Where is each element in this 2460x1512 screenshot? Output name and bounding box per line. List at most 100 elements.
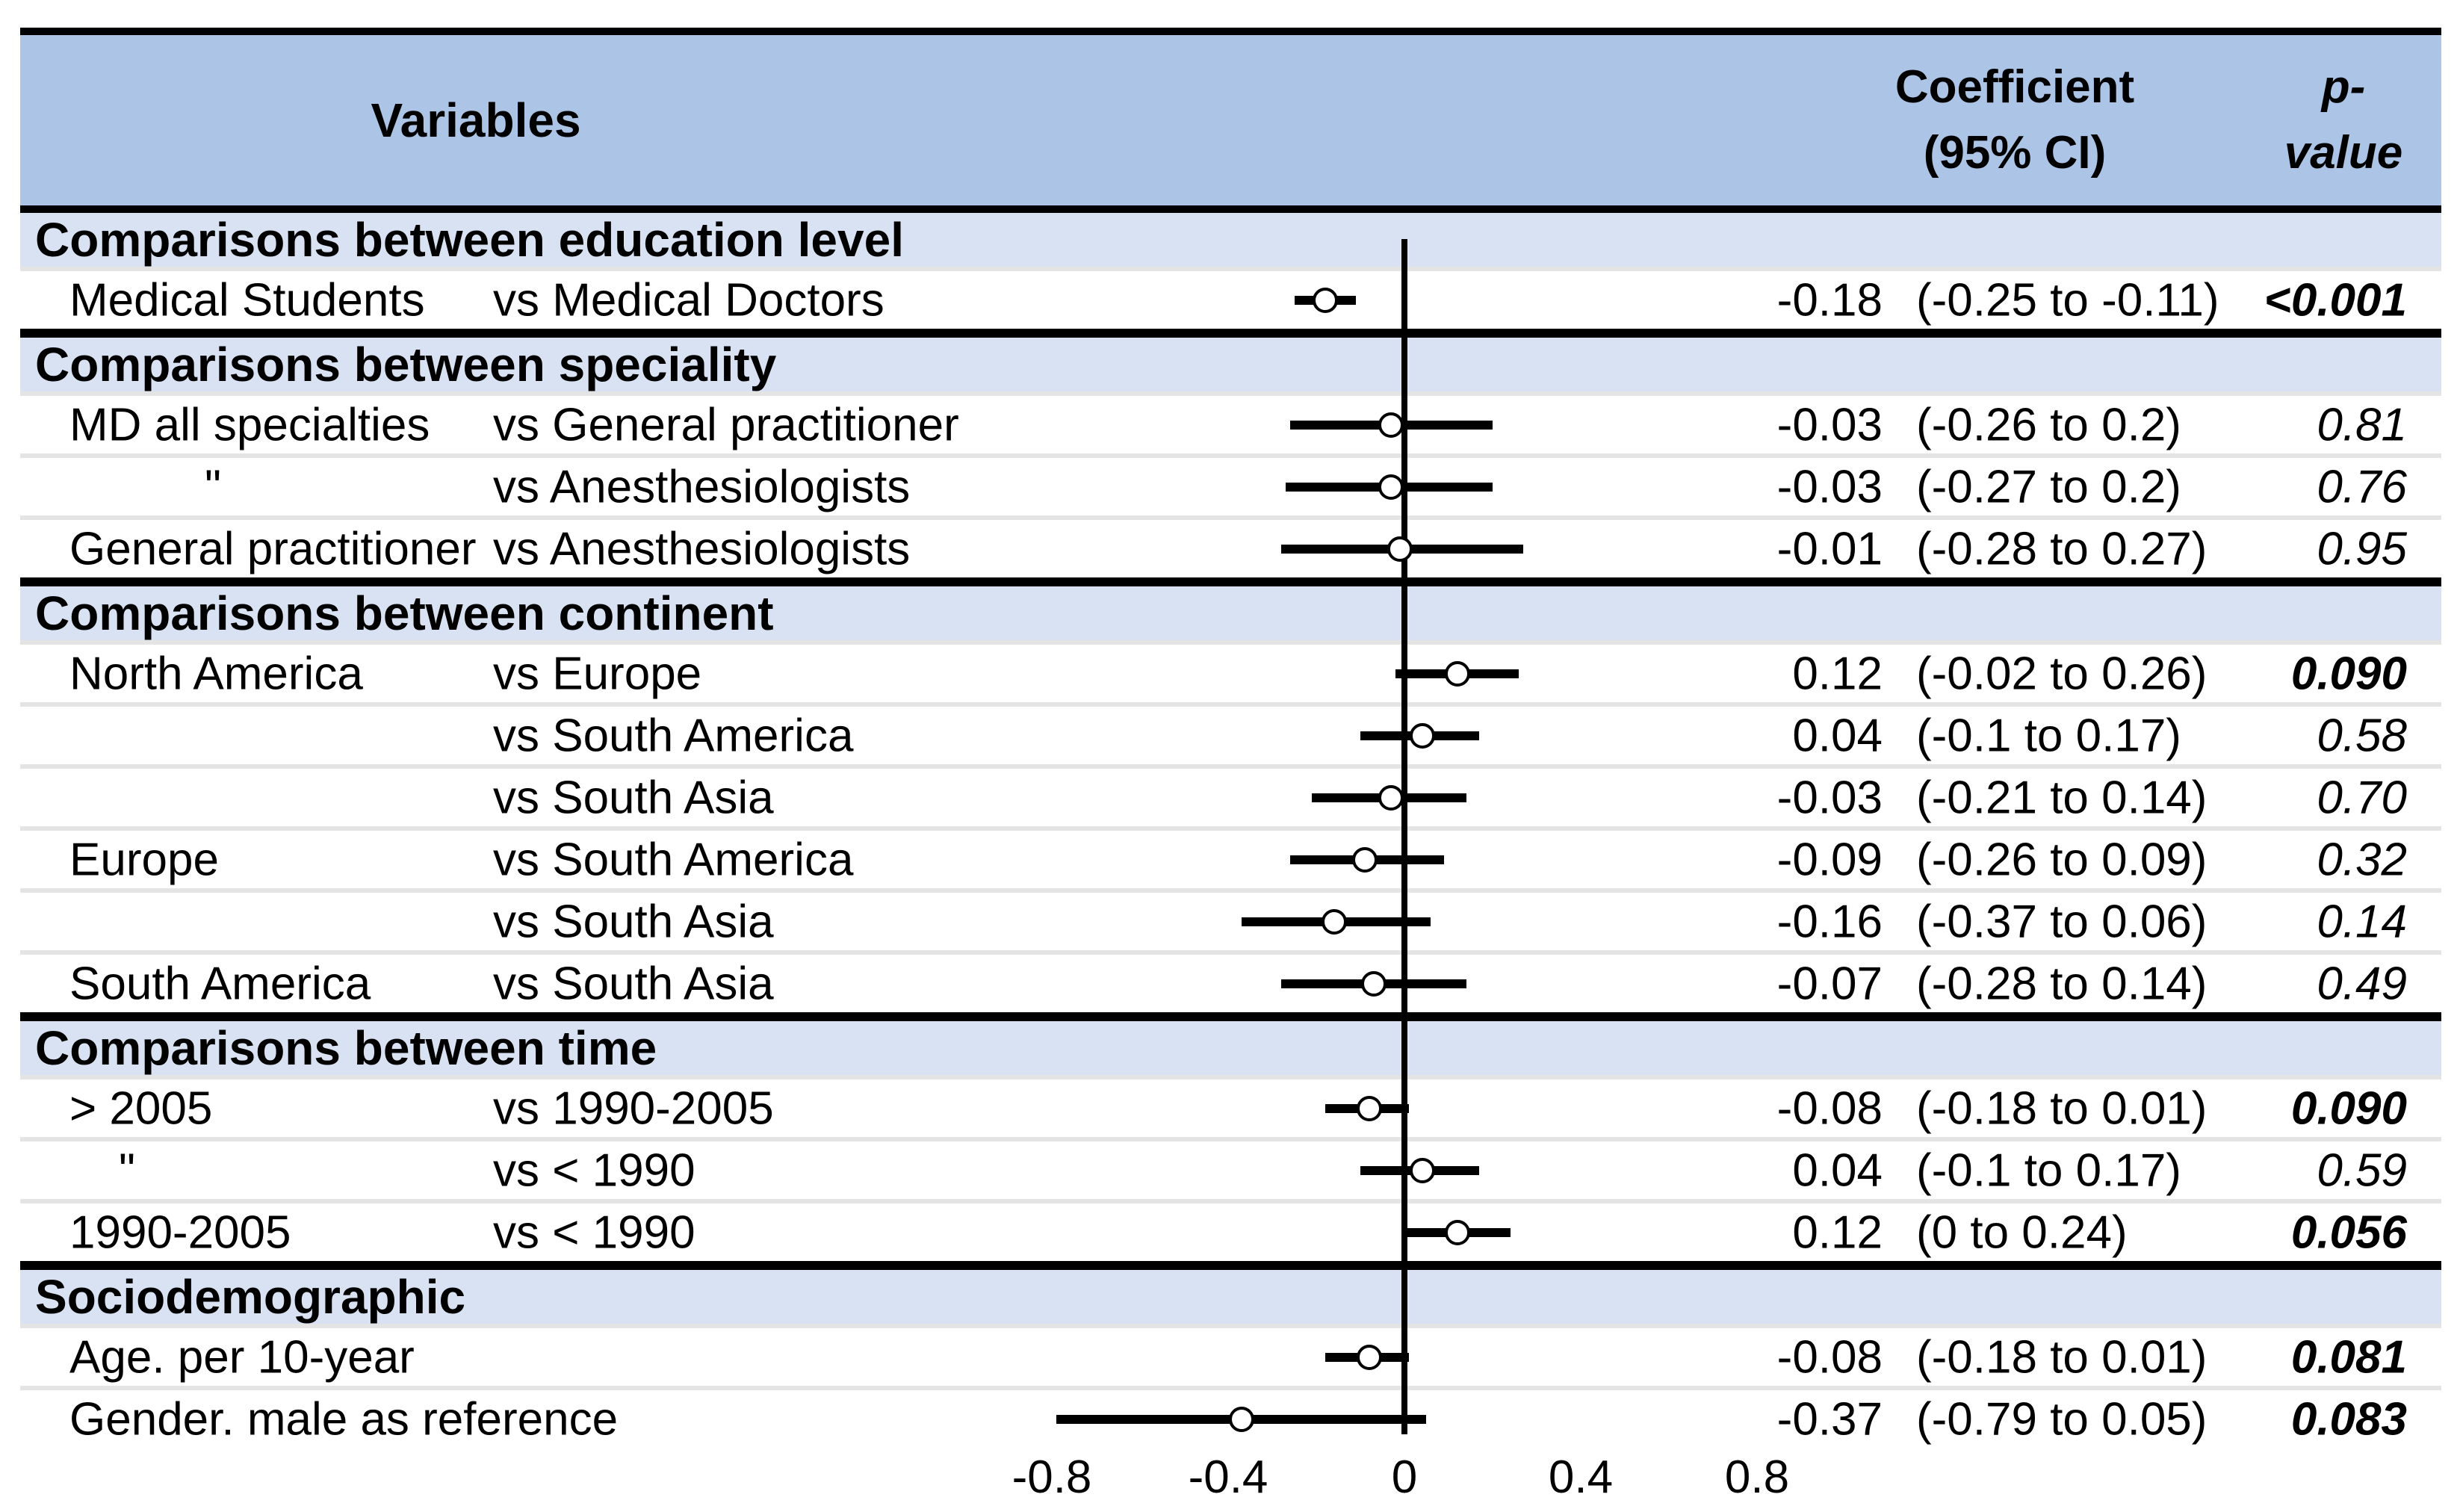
table-row: Gender. male as reference -0.37 (-0.79 to …: [20, 1386, 2441, 1448]
table-row: vs South Asia -0.03 (-0.21 to 0.14) 0.70: [20, 764, 2441, 826]
point-marker: [1409, 1157, 1435, 1183]
ci-range: (-0.02 to 0.26): [1916, 648, 2208, 699]
group-label: MD all specialties: [69, 399, 430, 450]
comparison-label: vs South America: [493, 834, 854, 885]
comparison-label: vs South Asia: [493, 958, 774, 1009]
group-label: South America: [69, 958, 371, 1009]
coefficient-value: -0.03: [1776, 772, 1883, 823]
group-label: 1990-2005: [69, 1206, 291, 1258]
axis-tick-label: -0.8: [1011, 1451, 1092, 1503]
table-section: Sociodemographic Age. per 10-year -0.08 (-0…: [20, 1270, 2441, 1448]
coefficient-value: 0.12: [1792, 1206, 1883, 1258]
section-header: Comparisons between time: [20, 1021, 2441, 1075]
point-marker: [1356, 1344, 1382, 1370]
ci-range: (-0.1 to 0.17): [1916, 710, 2181, 761]
comparison-label: vs < 1990: [493, 1206, 695, 1258]
comparison-label: vs South Asia: [493, 896, 774, 947]
ci-range: (-0.28 to 0.14): [1916, 958, 2208, 1009]
table-top-rule: [20, 28, 2441, 35]
table-section: Comparisons between continent North Ameri…: [20, 586, 2441, 1021]
variables-column-header: Variables: [371, 93, 581, 147]
ci-range: (-0.26 to 0.2): [1916, 399, 2181, 450]
ci-range: (-0.26 to 0.09): [1916, 834, 2208, 885]
comparison-label: vs South Asia: [493, 772, 774, 823]
table-row: North America vs Europe 0.12 (-0.02 to 0.26…: [20, 640, 2441, 702]
p-value: 0.083: [2290, 1393, 2407, 1445]
point-marker: [1378, 412, 1404, 438]
comparison-label: vs Medical Doctors: [493, 274, 884, 326]
table-row: " vs < 1990 0.04 (-0.1 to 0.17) 0.59: [20, 1137, 2441, 1199]
section-header: Comparisons between education level: [20, 213, 2441, 267]
group-label: Medical Students: [69, 274, 425, 326]
table-section: Comparisons between speciality MD all spe…: [20, 338, 2441, 586]
section-header: Sociodemographic: [20, 1270, 2441, 1324]
ci-range: (-0.1 to 0.17): [1916, 1144, 2181, 1196]
group-label: ": [118, 1144, 136, 1196]
ci-range: (-0.79 to 0.05): [1916, 1393, 2208, 1445]
group-label: Europe: [69, 834, 219, 885]
p-value: 0.49: [2317, 958, 2407, 1009]
table-row: MD all specialties vs General practitione…: [20, 391, 2441, 453]
section-separator-rule: [20, 1012, 2441, 1021]
coefficient-value: -0.07: [1776, 958, 1883, 1009]
point-marker: [1378, 474, 1404, 500]
p-value: 0.056: [2290, 1206, 2407, 1258]
group-label: > 2005: [69, 1082, 213, 1134]
p-value: <0.001: [2264, 274, 2407, 326]
table-row: Age. per 10-year -0.08 (-0.18 to 0.01) 0.08…: [20, 1324, 2441, 1386]
point-marker: [1321, 908, 1347, 935]
point-marker: [1409, 722, 1435, 749]
coefficient-value: 0.04: [1792, 710, 1883, 761]
coefficient-value: 0.12: [1792, 648, 1883, 699]
point-marker: [1444, 1219, 1470, 1245]
point-marker: [1228, 1406, 1254, 1432]
point-marker: [1351, 846, 1378, 873]
ci-range: (-0.18 to 0.01): [1916, 1331, 2208, 1383]
group-label: Age. per 10-year: [69, 1331, 415, 1383]
coefficient-value: -0.18: [1776, 274, 1883, 326]
p-value: 0.81: [2317, 399, 2407, 450]
comparison-label: vs South America: [493, 710, 854, 761]
table-row: vs South America 0.04 (-0.1 to 0.17) 0.58: [20, 702, 2441, 764]
comparison-label: vs < 1990: [493, 1144, 695, 1196]
pvalue-header-line2: value: [2284, 127, 2403, 179]
comparison-label: vs Anesthesiologists: [493, 523, 911, 574]
p-value: 0.70: [2317, 772, 2407, 823]
coefficient-value: -0.03: [1776, 399, 1883, 450]
forest-plot-table: Comparisons between education level Medic…: [20, 213, 2441, 1448]
pvalue-header-line1: p-: [2321, 61, 2366, 113]
table-row: General practitioner vs Anesthesiologists…: [20, 515, 2441, 577]
pvalue-column-header: p- value: [2231, 35, 2456, 205]
coefficient-value: -0.37: [1776, 1393, 1883, 1445]
p-value: 0.76: [2317, 461, 2407, 512]
table-row: > 2005 vs 1990-2005 -0.08 (-0.18 to 0.01) 0.…: [20, 1075, 2441, 1137]
p-value: 0.59: [2317, 1144, 2407, 1196]
section-header: Comparisons between speciality: [20, 338, 2441, 391]
ci-range: (-0.28 to 0.27): [1916, 523, 2208, 574]
p-value: 0.95: [2317, 523, 2407, 574]
ci-range: (-0.25 to -0.11): [1916, 274, 2219, 326]
coefficient-value: -0.09: [1776, 834, 1883, 885]
p-value: 0.081: [2290, 1331, 2407, 1383]
coefficient-value: 0.04: [1792, 1144, 1883, 1196]
coefficient-value: -0.16: [1776, 896, 1883, 947]
ci-range: (-0.37 to 0.06): [1916, 896, 2208, 947]
axis-tick-label: 0.4: [1548, 1451, 1614, 1503]
section-separator-rule: [20, 577, 2441, 586]
table-row: " vs Anesthesiologists -0.03 (-0.27 to 0.2)…: [20, 453, 2441, 515]
group-label: General practitioner: [69, 523, 477, 574]
axis-tick-label: 0.8: [1724, 1451, 1790, 1503]
group-label: ": [204, 461, 222, 512]
axis-tick-label: -0.4: [1188, 1451, 1268, 1503]
point-marker: [1444, 660, 1470, 687]
coefficient-value: -0.08: [1776, 1082, 1883, 1134]
ci-range: (-0.27 to 0.2): [1916, 461, 2181, 512]
group-label: Gender. male as reference: [69, 1393, 619, 1445]
comparison-label: vs 1990-2005: [493, 1082, 774, 1134]
table-section: Comparisons between time > 2005 vs 1990-20…: [20, 1021, 2441, 1270]
coefficient-header-line2: (95% CI): [1923, 127, 2107, 179]
table-header: Variables Coefficient (95% CI) p- value: [20, 35, 2441, 205]
table-section: Comparisons between education level Medic…: [20, 213, 2441, 338]
table-row: Europe vs South America -0.09 (-0.26 to 0.0…: [20, 826, 2441, 888]
ci-range: (-0.18 to 0.01): [1916, 1082, 2208, 1134]
